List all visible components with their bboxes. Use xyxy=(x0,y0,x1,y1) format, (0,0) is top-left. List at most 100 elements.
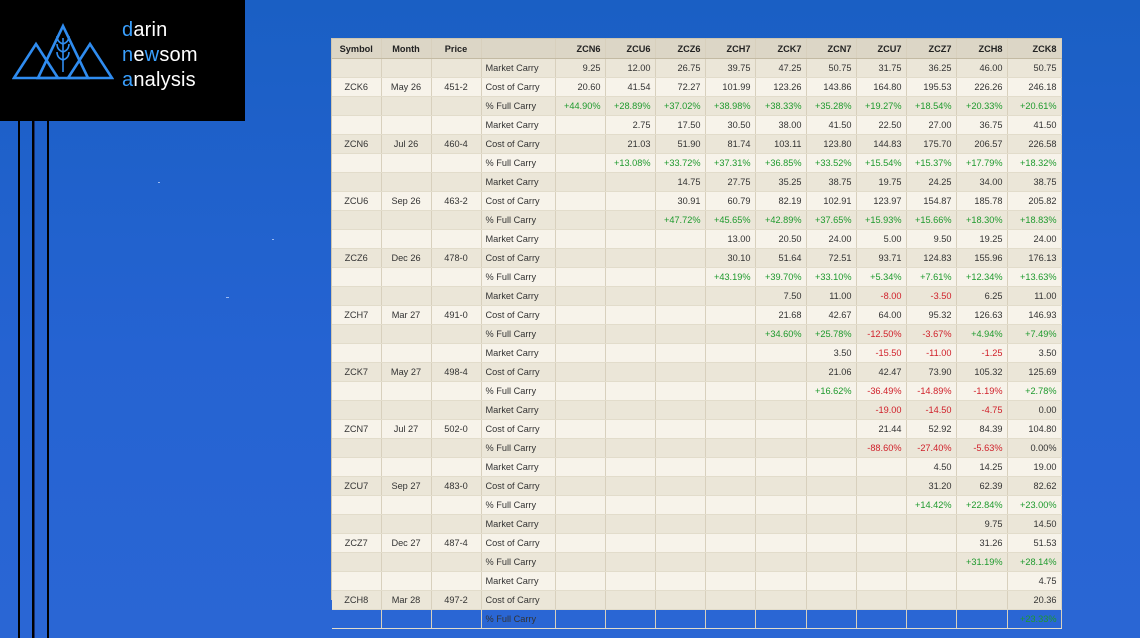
cell-value: +18.32% xyxy=(1007,153,1062,173)
column-header: Price xyxy=(431,39,482,59)
cell-value: 11.00 xyxy=(1007,286,1062,306)
cell-value: 50.75 xyxy=(1007,58,1062,78)
cell-value: 9.50 xyxy=(906,229,957,249)
cell-value: 0.00 xyxy=(1007,400,1062,420)
cell-price: 451-2 xyxy=(431,77,482,97)
row-label: % Full Carry xyxy=(481,210,556,230)
cell-value xyxy=(655,609,706,629)
cell-value xyxy=(806,609,857,629)
row-label: % Full Carry xyxy=(481,153,556,173)
cell-value: 176.13 xyxy=(1007,248,1062,268)
cell-value: 19.75 xyxy=(856,172,907,192)
cell-month xyxy=(381,115,432,135)
cell-value: 82.62 xyxy=(1007,476,1062,496)
cell-value xyxy=(705,419,756,439)
cell-price: 502-0 xyxy=(431,419,482,439)
cell-value xyxy=(655,324,706,344)
cell-price: 463-2 xyxy=(431,191,482,211)
table-row: Market Carry 9.75 14.50 xyxy=(332,514,1062,534)
cell-price xyxy=(431,571,482,591)
column-header: ZCN6 xyxy=(555,39,606,59)
cell-value xyxy=(705,571,756,591)
cell-value xyxy=(856,495,907,515)
cell-value: 38.75 xyxy=(806,172,857,192)
cell-value: +13.08% xyxy=(605,153,656,173)
cell-value xyxy=(605,400,656,420)
cell-value xyxy=(605,172,656,192)
cell-symbol xyxy=(332,267,382,287)
cell-value: 26.75 xyxy=(655,58,706,78)
cell-price xyxy=(431,457,482,477)
cell-value: 27.00 xyxy=(906,115,957,135)
cell-value: 51.53 xyxy=(1007,533,1062,553)
cell-value: -14.50 xyxy=(906,400,957,420)
cell-value: 30.10 xyxy=(705,248,756,268)
column-header: Symbol xyxy=(332,39,382,59)
cell-value: 36.75 xyxy=(956,115,1008,135)
cell-value: 124.83 xyxy=(906,248,957,268)
cell-value xyxy=(755,438,807,458)
cell-value xyxy=(655,590,706,610)
cell-value: -5.63% xyxy=(956,438,1008,458)
cell-value xyxy=(605,571,656,591)
cell-value xyxy=(605,248,656,268)
cell-price xyxy=(431,381,482,401)
row-label: Market Carry xyxy=(481,457,556,477)
cell-value: 60.79 xyxy=(705,191,756,211)
cell-value: 146.93 xyxy=(1007,305,1062,325)
cell-value xyxy=(655,419,706,439)
cell-value xyxy=(655,305,706,325)
cell-value xyxy=(856,590,907,610)
table-row: Market Carry 3.50 -15.50 -11.00 -1.25 3.50 xyxy=(332,343,1062,363)
row-label: % Full Carry xyxy=(481,324,556,344)
decorative-line xyxy=(18,121,20,638)
cell-price xyxy=(431,153,482,173)
decorative-dot xyxy=(272,239,274,240)
cell-value: 81.74 xyxy=(705,134,756,154)
column-header: ZCZ6 xyxy=(655,39,706,59)
cell-price: 491-0 xyxy=(431,305,482,325)
cell-value xyxy=(806,438,857,458)
cell-value: 38.75 xyxy=(1007,172,1062,192)
cell-value: +14.42% xyxy=(906,495,957,515)
cell-value xyxy=(555,571,606,591)
cell-value: +7.61% xyxy=(906,267,957,287)
cell-value xyxy=(705,552,756,572)
cell-value: 185.78 xyxy=(956,191,1008,211)
table-row: % Full Carry +44.90% +28.89% +37.02% +38.98%… xyxy=(332,96,1062,116)
cell-value xyxy=(605,210,656,230)
cell-value xyxy=(755,343,807,363)
cell-value xyxy=(806,533,857,553)
cell-value: +37.31% xyxy=(705,153,756,173)
cell-value: 31.75 xyxy=(856,58,907,78)
cell-value xyxy=(906,514,957,534)
cell-month xyxy=(381,495,432,515)
cell-value xyxy=(655,381,706,401)
row-label: % Full Carry xyxy=(481,267,556,287)
cell-value: 14.75 xyxy=(655,172,706,192)
column-header: ZCZ7 xyxy=(906,39,957,59)
column-header: ZCK8 xyxy=(1007,39,1062,59)
row-label: Cost of Carry xyxy=(481,590,556,610)
carry-table-grid: Symbol Month Price ZCN6 ZCU6 ZCZ6 ZCH7 ZCK7 ZCN7… xyxy=(332,39,1062,629)
decorative-line xyxy=(34,121,35,638)
cell-symbol xyxy=(332,343,382,363)
cell-value: 36.25 xyxy=(906,58,957,78)
cell-value: +37.65% xyxy=(806,210,857,230)
cell-value: 35.25 xyxy=(755,172,807,192)
cell-value: +15.93% xyxy=(856,210,907,230)
cell-value: 5.00 xyxy=(856,229,907,249)
cell-value xyxy=(705,590,756,610)
cell-value xyxy=(605,438,656,458)
cell-value xyxy=(655,457,706,477)
cell-value: 38.00 xyxy=(755,115,807,135)
row-label: % Full Carry xyxy=(481,96,556,116)
cell-month: Jul 26 xyxy=(381,134,432,154)
cell-value: 14.25 xyxy=(956,457,1008,477)
cell-value: +42.89% xyxy=(755,210,807,230)
cell-value: +44.90% xyxy=(555,96,606,116)
column-header: ZCN7 xyxy=(806,39,857,59)
cell-value: -1.25 xyxy=(956,343,1008,363)
column-header: Month xyxy=(381,39,432,59)
cell-value xyxy=(555,552,606,572)
